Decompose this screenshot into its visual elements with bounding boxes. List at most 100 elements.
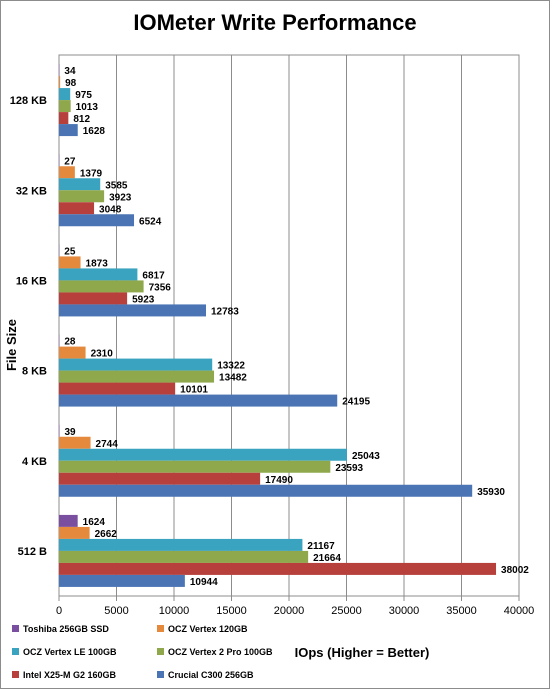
data-label: 6817 — [142, 270, 165, 281]
category-label: 4 KB — [22, 456, 47, 468]
grid-lines — [58, 54, 520, 601]
bar — [59, 256, 81, 269]
bar — [59, 358, 213, 371]
data-label: 2310 — [91, 349, 114, 360]
bar — [59, 562, 497, 575]
category-label: 128 KB — [10, 95, 47, 107]
data-label: 1379 — [80, 168, 103, 179]
data-label: 12783 — [211, 306, 239, 317]
x-tick-label: 15000 — [216, 605, 247, 617]
data-label: 1873 — [86, 258, 109, 269]
bar — [59, 484, 473, 497]
x-tick-label: 10000 — [159, 605, 190, 617]
legend-label: Crucial C300 256GB — [168, 670, 254, 680]
legend-swatch — [12, 625, 19, 632]
data-label: 24195 — [342, 397, 370, 408]
data-label: 21664 — [313, 553, 341, 564]
x-tick-label: 30000 — [389, 605, 420, 617]
legend-label: OCZ Vertex 120GB — [168, 624, 248, 634]
bar — [59, 76, 61, 89]
data-label: 13322 — [217, 361, 245, 372]
data-label: 13482 — [219, 373, 247, 384]
x-tick-label: 35000 — [446, 605, 477, 617]
data-label: 10101 — [180, 385, 208, 396]
bar — [59, 448, 347, 461]
data-label: 6524 — [139, 216, 162, 227]
x-tick-label: 40000 — [504, 605, 535, 617]
legend-label: Intel X25-M G2 160GB — [23, 670, 117, 680]
legend-swatch — [157, 648, 164, 655]
x-tick-label: 20000 — [274, 605, 305, 617]
legend-swatch — [157, 625, 164, 632]
bar — [59, 214, 135, 227]
bar — [59, 346, 86, 359]
data-label: 25043 — [352, 451, 380, 462]
bar — [59, 370, 215, 383]
data-label: 3048 — [99, 204, 122, 215]
bar — [59, 460, 331, 473]
legend: Toshiba 256GB SSD OCZ Vertex 120GB OCZ Ver… — [12, 624, 273, 680]
data-label: 3923 — [109, 192, 132, 203]
category-label: 16 KB — [16, 275, 47, 287]
bar — [59, 202, 95, 215]
legend-label: OCZ Vertex 2 Pro 100GB — [168, 647, 273, 657]
legend-swatch — [12, 648, 19, 655]
data-label: 1013 — [76, 102, 99, 113]
data-label: 1624 — [83, 517, 106, 528]
data-label: 38002 — [501, 565, 529, 576]
bar — [59, 472, 261, 485]
x-tick-label: 0 — [56, 605, 62, 617]
data-label: 35930 — [477, 487, 505, 498]
bar — [59, 382, 176, 395]
legend-label: Toshiba 256GB SSD — [23, 624, 109, 634]
bar — [59, 436, 91, 449]
bars-group — [59, 64, 497, 587]
data-label: 34 — [64, 66, 76, 77]
data-label: 17490 — [265, 475, 293, 486]
data-label: 21167 — [307, 541, 335, 552]
bar — [59, 394, 338, 407]
bar — [59, 178, 101, 191]
data-label: 39 — [64, 427, 76, 438]
category-labels-group: 128 KB 32 KB 16 KB 8 KB 4 KB 512 B — [10, 95, 47, 558]
bar — [59, 268, 138, 281]
bar — [59, 304, 207, 317]
data-label: 5923 — [132, 294, 155, 305]
category-label: 512 B — [18, 546, 47, 558]
x-tick-label: 5000 — [104, 605, 128, 617]
bar — [59, 292, 128, 305]
data-label: 3585 — [105, 180, 128, 191]
legend-swatch — [157, 671, 164, 678]
bar — [59, 190, 105, 203]
category-label: 32 KB — [16, 185, 47, 197]
data-label: 27 — [64, 156, 76, 167]
data-label: 812 — [73, 114, 90, 125]
x-tick-labels-group: 0 5000 10000 15000 20000 25000 30000 35000 40000 — [56, 605, 534, 617]
bar — [59, 112, 69, 125]
data-label: 98 — [65, 78, 77, 89]
bar — [59, 574, 185, 587]
bar — [59, 88, 71, 101]
chart-title: IOMeter Write Performance — [133, 10, 416, 35]
bar — [59, 166, 75, 179]
bar — [59, 538, 303, 551]
data-label: 2662 — [95, 529, 118, 540]
bar — [59, 550, 309, 563]
legend-label: OCZ Vertex LE 100GB — [23, 647, 117, 657]
x-tick-label: 25000 — [331, 605, 362, 617]
data-label: 28 — [64, 337, 76, 348]
legend-swatch — [12, 671, 19, 678]
category-label: 8 KB — [22, 366, 47, 378]
bar — [59, 100, 71, 113]
bar — [59, 280, 144, 293]
bar — [59, 526, 90, 539]
data-label: 7356 — [149, 282, 172, 293]
x-axis-title: IOps (Higher = Better) — [295, 645, 430, 660]
data-label: 25 — [64, 246, 76, 257]
data-label: 2744 — [96, 439, 119, 450]
data-label: 10944 — [190, 577, 218, 588]
y-axis-title: File Size — [4, 319, 19, 371]
bar — [59, 514, 78, 527]
